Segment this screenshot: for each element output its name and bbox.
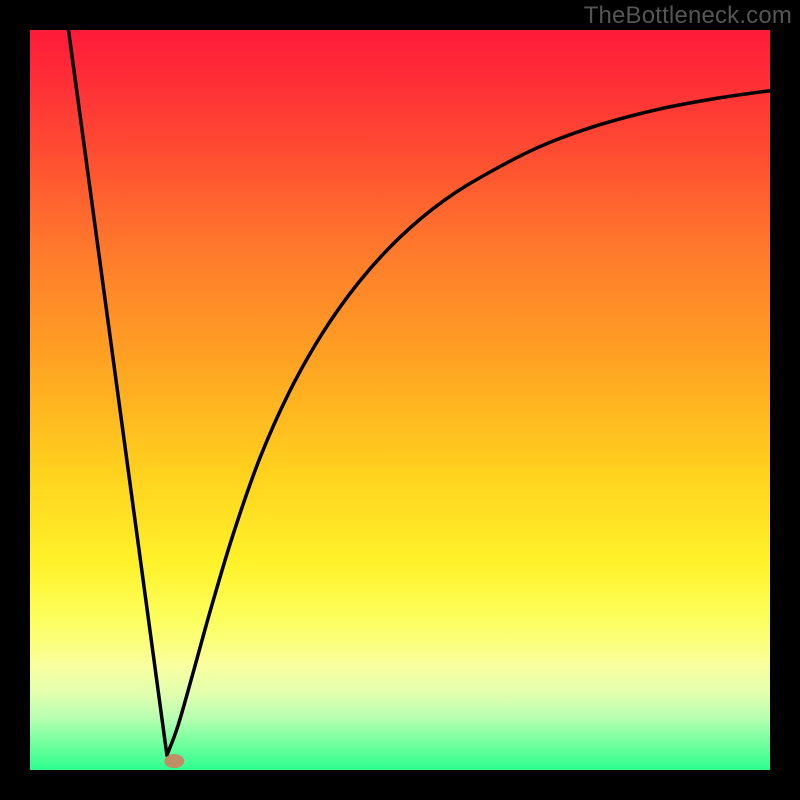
chart-frame: TheBottleneck.com [0, 0, 800, 800]
optimal-point-marker [164, 754, 184, 768]
attribution-text: TheBottleneck.com [584, 2, 792, 30]
plot-area [30, 30, 770, 770]
curve-layer [30, 30, 770, 770]
bottleneck-curve [68, 30, 770, 755]
